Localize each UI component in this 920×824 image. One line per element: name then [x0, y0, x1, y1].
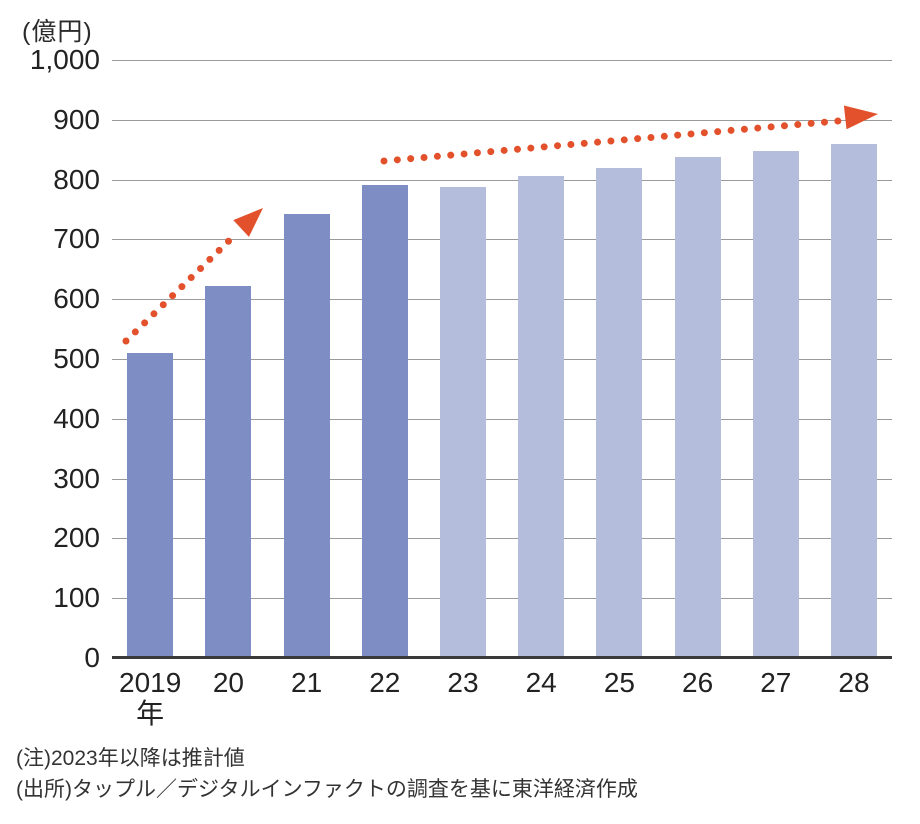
x-tick-label-27: 27: [760, 667, 792, 698]
bar-24: [518, 176, 565, 656]
y-tick-label-0: 0: [84, 642, 100, 673]
x-tick-label-23: 23: [447, 667, 479, 698]
bar-21: [283, 214, 330, 656]
x-tick-label-year-suffix: 年: [136, 698, 165, 729]
note-line: (注)2023年以降は推計値: [16, 747, 245, 770]
y-tick-label-300: 300: [53, 462, 100, 494]
gridline-900: [112, 119, 892, 121]
bar-28: [831, 143, 877, 656]
y-tick-label-700: 700: [53, 223, 100, 255]
y-tick-label-500: 500: [53, 343, 100, 374]
gridline-700: [112, 239, 892, 241]
y-tick-label-200: 200: [53, 522, 100, 554]
footnotes: (注)2023年以降は推計値 (出所)タップル／デジタルインファクトの調査を基に…: [16, 743, 638, 805]
y-axis-unit-label: (億円): [22, 18, 93, 46]
source-line: (出所)タップル／デジタルインファクトの調査を基に東洋経済作成: [16, 778, 638, 801]
gridline-300: [112, 478, 892, 480]
bar-23: [440, 186, 486, 656]
plot-area: [112, 60, 892, 659]
x-axis-line: [112, 656, 892, 659]
bar-27: [752, 150, 799, 656]
x-tick-label-22: 22: [369, 667, 401, 698]
gridline-600: [112, 299, 892, 301]
y-tick-label-900: 900: [53, 103, 100, 135]
bar-22: [361, 184, 408, 656]
x-tick-label-24: 24: [525, 667, 557, 698]
gridline-500: [112, 359, 892, 360]
gridline-800: [112, 179, 892, 181]
y-tick-label-400: 400: [53, 402, 100, 434]
x-tick-label-25: 25: [603, 667, 635, 698]
x-tick-label-28: 28: [838, 667, 870, 698]
x-tick-label-2019: 2019 年: [95, 667, 205, 729]
y-tick-label-1,000: 1,000: [29, 44, 100, 75]
x-tick-label-year-number: 2019: [119, 667, 182, 698]
y-tick-label-100: 100: [53, 582, 100, 614]
x-tick-label-26: 26: [682, 667, 714, 698]
x-tick-label-20: 20: [212, 667, 244, 698]
gridline-1000: [112, 60, 892, 61]
x-tick-label-21: 21: [291, 667, 323, 698]
bar-26: [674, 157, 721, 656]
gridline-100: [112, 598, 892, 600]
gridline-200: [112, 538, 892, 540]
y-tick-label-800: 800: [53, 163, 100, 195]
y-tick-label-600: 600: [53, 283, 100, 315]
gridline-400: [112, 418, 892, 420]
bar-2019年: [127, 353, 174, 656]
bar-25: [596, 168, 643, 656]
bar-20: [205, 286, 252, 656]
